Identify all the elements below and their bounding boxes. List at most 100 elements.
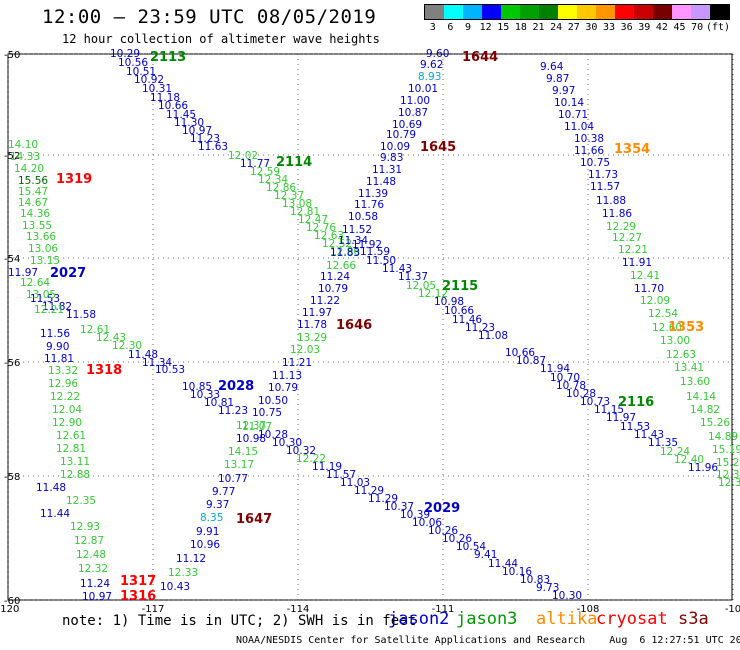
map-title: 12:00 — 23:59 UTC 08/05/2019 <box>42 6 377 28</box>
wave-height-value: 10.26 <box>442 533 472 545</box>
wave-height-value: 12.03 <box>290 344 320 356</box>
wave-height-value: 12.04 <box>52 404 82 416</box>
legend-s3a: s3a <box>678 609 709 629</box>
y-tick-label: -56 <box>4 358 20 369</box>
wave-height-value: 11.76 <box>354 199 384 211</box>
x-tick-label: -111 <box>432 604 455 615</box>
wave-height-value: 11.48 <box>36 482 66 494</box>
pass-time-label: 2113 <box>150 50 186 65</box>
wave-height-value: 11.97 <box>606 412 636 424</box>
wave-height-value: 11.48 <box>366 176 396 188</box>
wave-height-value: 12.86 <box>266 182 296 194</box>
wave-height-value: 10.78 <box>556 380 586 392</box>
wave-height-value: 14.14 <box>686 391 716 403</box>
wave-height-value: 11.97 <box>302 307 332 319</box>
y-tick-label: -60 <box>4 596 20 607</box>
wave-height-value: 10.50 <box>258 395 288 407</box>
pass-time-label: 2114 <box>276 155 312 170</box>
wave-height-value: 11.23 <box>218 405 248 417</box>
wave-height-value: 12.63 <box>314 230 344 242</box>
pass-time-label: 1646 <box>336 318 372 333</box>
wave-height-value: 11.07 <box>242 421 272 433</box>
pass-time-label: 1319 <box>56 172 92 187</box>
scale-swatch <box>653 5 672 19</box>
wave-height-value: 14.33 <box>10 151 40 163</box>
wave-height-value: 10.33 <box>190 389 220 401</box>
scale-swatch <box>634 5 653 19</box>
wave-height-value: 14.15 <box>228 446 258 458</box>
wave-height-value: 9.62 <box>420 59 443 71</box>
wave-height-value: 11.44 <box>488 558 518 570</box>
wave-height-value: 11.03 <box>340 477 370 489</box>
wave-height-value: 11.57 <box>326 469 356 481</box>
credit-line: NOAA/NESDIS Center for Satellite Applica… <box>236 635 740 646</box>
wave-height-value: 11.94 <box>540 363 570 375</box>
scale-label: 27 <box>567 22 580 33</box>
wave-height-value: 12.35 <box>66 495 96 507</box>
wave-height-value: 11.56 <box>40 328 70 340</box>
wave-height-value: 14.67 <box>18 197 48 209</box>
wave-height-value: 9.91 <box>196 526 219 538</box>
wave-height-value: 11.59 <box>360 246 390 258</box>
wave-height-value: 10.30 <box>272 437 302 449</box>
scale-swatch <box>615 5 634 19</box>
wave-height-value: 12.27 <box>612 232 642 244</box>
wave-height-value: 13.08 <box>282 198 312 210</box>
wave-height-value: 10.97 <box>182 125 212 137</box>
wave-height-value: 13.17 <box>224 459 254 471</box>
wave-height-value: 10.26 <box>428 525 458 537</box>
wave-height-value: 10.09 <box>380 141 410 153</box>
scale-swatch <box>520 5 539 19</box>
wave-height-value: 11.24 <box>80 578 110 590</box>
wave-height-value: 12.41 <box>630 270 660 282</box>
scale-label: 45 <box>673 22 686 33</box>
wave-height-value: 12.59 <box>250 166 280 178</box>
wave-height-value: 11.24 <box>320 271 350 283</box>
wave-height-value: 12.90 <box>52 417 82 429</box>
wave-height-value: 15.19 <box>712 444 740 456</box>
wave-height-value: 9.41 <box>474 549 497 561</box>
wave-height-value: 12.93 <box>70 521 100 533</box>
wave-height-value: 12.76 <box>306 222 336 234</box>
y-tick-label: -50 <box>4 50 20 61</box>
wave-height-value: 10.70 <box>550 372 580 384</box>
scale-swatch <box>596 5 615 19</box>
pass-time-label: 1647 <box>236 512 272 527</box>
color-scale-labels: 3 6 9 12 15 18 21 24 27 30 33 36 39 42 45 70 (ft) <box>424 22 730 33</box>
pass-time-label: 2028 <box>218 379 254 394</box>
y-tick-label: -54 <box>4 254 20 265</box>
wave-height-value: 12.09 <box>640 295 670 307</box>
wave-height-value: 11.22 <box>310 295 340 307</box>
wave-height-value: 15.26 <box>700 417 730 429</box>
wave-height-value: 11.53 <box>30 293 60 305</box>
wave-height-value: 11.35 <box>648 437 678 449</box>
wave-height-value: 13.11 <box>60 456 90 468</box>
wave-height-value: 9.37 <box>206 499 229 511</box>
legend-cryosat: cryosat <box>596 609 668 629</box>
wave-height-value: 10.39 <box>400 509 430 521</box>
wave-height-value: 11.08 <box>478 330 508 342</box>
wave-height-value: 10.66 <box>158 100 188 112</box>
wave-height-value: 14.10 <box>8 139 38 151</box>
wave-height-value: 10.79 <box>386 129 416 141</box>
wave-height-value: 11.92 <box>352 239 382 251</box>
wave-height-value: 10.16 <box>502 566 532 578</box>
wave-height-value: 12.12 <box>418 288 448 300</box>
scale-label: 24 <box>550 22 563 33</box>
wave-height-value: 15.2 <box>716 457 739 469</box>
wave-height-value: 12.61 <box>80 324 110 336</box>
wave-height-value: 11.96 <box>688 462 718 474</box>
wave-height-value: 10.43 <box>160 581 190 593</box>
y-tick-label: -58 <box>4 472 20 483</box>
wave-height-value: 9.73 <box>536 582 559 594</box>
wave-height-value: 12.33 <box>168 567 198 579</box>
wave-height-value: 10.32 <box>286 445 316 457</box>
wave-height-value: 10.69 <box>392 119 422 131</box>
wave-height-value: 11.43 <box>382 263 412 275</box>
wave-height-value: 12.86 <box>330 246 360 258</box>
wave-height-value: 10.87 <box>398 107 428 119</box>
wave-height-value: 9.90 <box>46 341 69 353</box>
color-scale-bar <box>424 4 730 20</box>
scale-label: 39 <box>638 22 651 33</box>
wave-height-value: 11.23 <box>465 322 495 334</box>
